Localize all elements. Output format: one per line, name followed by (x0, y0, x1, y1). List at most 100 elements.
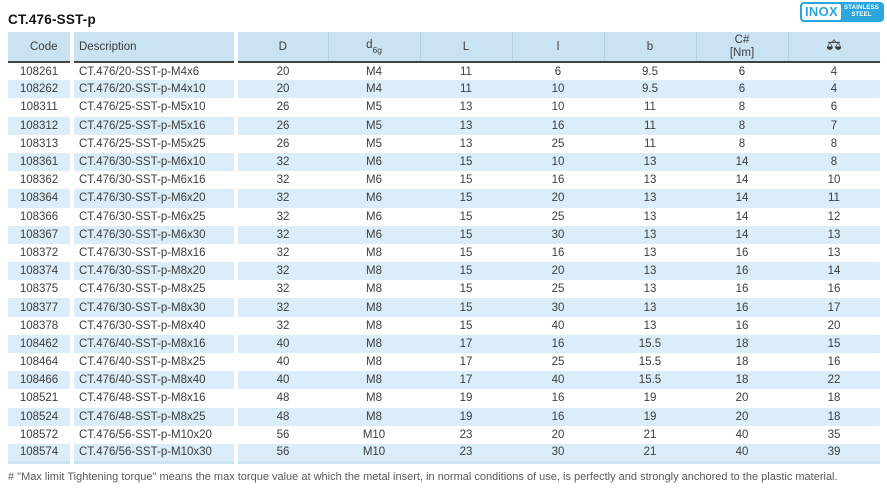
column-header-b: b (603, 32, 696, 63)
cell-code: 108364 (8, 189, 74, 208)
cell-l: 16 (512, 334, 604, 353)
cell-l: 20 (512, 262, 604, 281)
cell-D: 32 (236, 171, 328, 190)
cell-description: CT.476/48-SST-p-M8x16 (72, 389, 238, 408)
cell-L: 15 (420, 171, 512, 190)
cell-L: 11 (420, 62, 512, 81)
table-row: 108377 CT.476/30-SST-p-M8x30 32 M8 15 30… (8, 298, 880, 317)
cell-d6g: M10 (328, 443, 420, 463)
table-row: 108375 CT.476/30-SST-p-M8x25 32 M8 15 25… (8, 280, 880, 299)
cell-L: 13 (420, 134, 512, 153)
cell-b: 13 (604, 152, 696, 172)
cell-b: 13 (604, 189, 696, 208)
cell-torque: 16 (696, 298, 788, 317)
cell-weight: 8 (788, 134, 880, 153)
cell-D: 32 (236, 189, 328, 208)
cell-torque: 16 (696, 280, 788, 299)
balance-scale-icon (827, 39, 842, 50)
cell-l: 30 (512, 443, 604, 463)
cell-torque: 14 (696, 207, 788, 226)
table-row: 108313 CT.476/25-SST-p-M5x25 26 M5 13 25… (8, 134, 880, 153)
footnote: # "Max limit Tightening torque" means th… (8, 471, 838, 483)
cell-code: 108521 (8, 389, 74, 408)
table-row: 108378 CT.476/30-SST-p-M8x40 32 M8 15 40… (8, 316, 880, 335)
cell-L: 17 (420, 371, 512, 390)
cell-torque: 18 (696, 371, 788, 390)
cell-description: CT.476/40-SST-p-M8x40 (72, 371, 238, 390)
cell-code: 108313 (8, 134, 74, 153)
cell-L: 15 (420, 262, 512, 281)
cell-d6g: M8 (328, 353, 420, 372)
cell-D: 40 (236, 353, 328, 372)
cell-d6g: M8 (328, 371, 420, 390)
cell-D: 40 (236, 371, 328, 390)
cell-L: 15 (420, 316, 512, 335)
cell-b: 9.5 (604, 62, 696, 81)
cell-description: CT.476/40-SST-p-M8x16 (72, 334, 238, 353)
cell-l: 16 (512, 171, 604, 190)
cell-D: 48 (236, 407, 328, 426)
cell-D: 32 (236, 262, 328, 281)
cell-l: 16 (512, 243, 604, 263)
cell-L: 13 (420, 116, 512, 135)
cell-weight: 4 (788, 62, 880, 81)
table-row: 108262 CT.476/20-SST-p-M4x10 20 M4 11 10… (8, 80, 880, 99)
table-row: 108574 CT.476/56-SST-p-M10x30 56 M10 23 … (8, 443, 880, 463)
cell-D: 56 (236, 425, 328, 444)
cell-code: 108464 (8, 353, 74, 372)
cell-code: 108372 (8, 243, 74, 263)
cell-description: CT.476/56-SST-p-M10x20 (72, 425, 238, 444)
cell-d6g: M8 (328, 334, 420, 353)
cell-l: 20 (512, 189, 604, 208)
cell-torque: 6 (696, 62, 788, 81)
cell-b: 13 (604, 207, 696, 226)
table-row: 108521 CT.476/48-SST-p-M8x16 48 M8 19 16… (8, 389, 880, 408)
table-row: 108462 CT.476/40-SST-p-M8x16 40 M8 17 16… (8, 334, 880, 353)
cell-code: 108261 (8, 62, 74, 81)
cell-d6g: M6 (328, 171, 420, 190)
cell-b: 13 (604, 225, 696, 244)
cell-b: 13 (604, 171, 696, 190)
cell-weight: 4 (788, 80, 880, 99)
cell-b: 13 (604, 243, 696, 263)
cell-description: CT.476/56-SST-p-M10x30 (72, 443, 238, 463)
cell-b: 21 (604, 443, 696, 463)
cell-torque: 8 (696, 116, 788, 135)
cell-D: 20 (236, 80, 328, 99)
cell-d6g: M8 (328, 280, 420, 299)
cell-D: 32 (236, 298, 328, 317)
cell-b: 11 (604, 116, 696, 135)
cell-d6g: M4 (328, 80, 420, 99)
cell-d6g: M8 (328, 316, 420, 335)
cell-l: 10 (512, 80, 604, 99)
cell-d6g: M6 (328, 225, 420, 244)
cell-description: CT.476/30-SST-p-M8x25 (72, 280, 238, 299)
table-row: 108372 CT.476/30-SST-p-M8x16 32 M8 15 16… (8, 243, 880, 263)
cell-torque: 14 (696, 152, 788, 172)
cell-weight: 35 (788, 425, 880, 444)
cell-L: 15 (420, 189, 512, 208)
cell-D: 32 (236, 243, 328, 263)
cell-L: 15 (420, 207, 512, 226)
cell-D: 32 (236, 316, 328, 335)
cell-d6g: M5 (328, 98, 420, 117)
cell-D: 26 (236, 98, 328, 117)
cell-description: CT.476/48-SST-p-M8x25 (72, 407, 238, 426)
cell-d6g: M5 (328, 116, 420, 135)
cell-L: 15 (420, 280, 512, 299)
cell-description: CT.476/25-SST-p-M5x25 (72, 134, 238, 153)
cell-l: 10 (512, 98, 604, 117)
cell-description: CT.476/30-SST-p-M8x30 (72, 298, 238, 317)
cell-L: 17 (420, 334, 512, 353)
cell-code: 108262 (8, 80, 74, 99)
column-header-description: Description (72, 32, 238, 63)
cell-weight: 14 (788, 262, 880, 281)
cell-d6g: M10 (328, 425, 420, 444)
cell-weight: 18 (788, 407, 880, 426)
column-header-D: D (236, 32, 328, 63)
cell-torque: 40 (696, 425, 788, 444)
cell-b: 9.5 (604, 80, 696, 99)
cell-weight: 22 (788, 371, 880, 390)
cell-weight: 15 (788, 334, 880, 353)
cell-b: 15.5 (604, 353, 696, 372)
